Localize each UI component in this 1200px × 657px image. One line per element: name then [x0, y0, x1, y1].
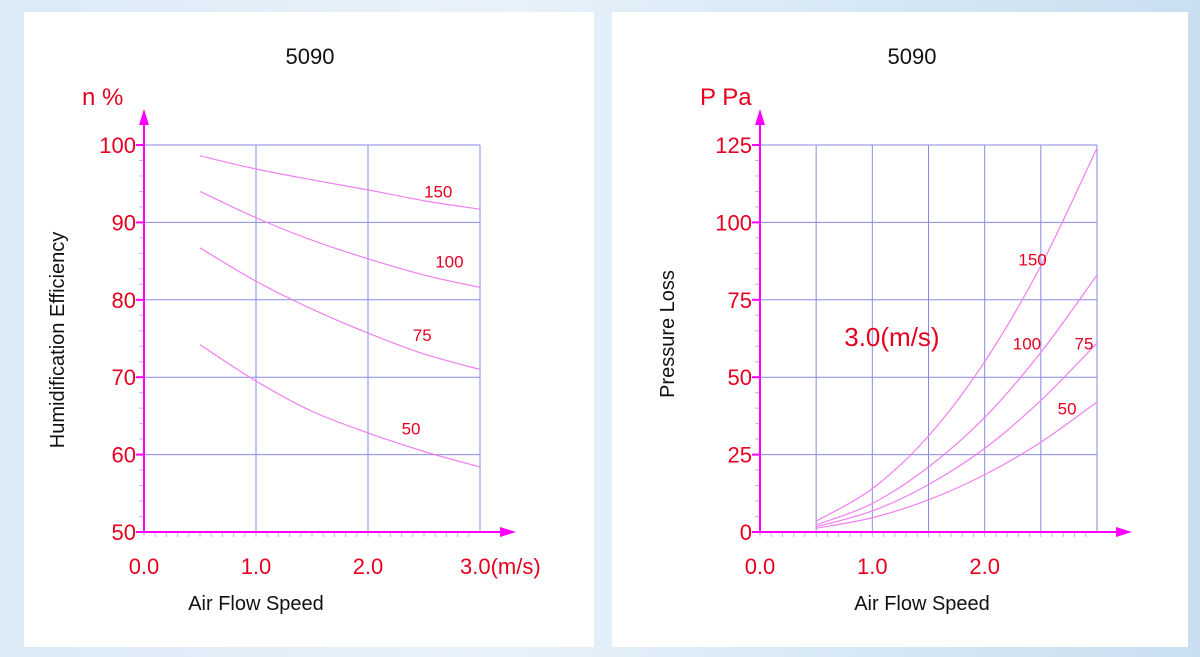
x-tick-label: 2.0	[969, 554, 1000, 579]
series-line-50	[199, 344, 481, 468]
series-label-50: 50	[1058, 399, 1077, 418]
x-tick-label: 0.0	[129, 554, 160, 579]
series-label-50: 50	[402, 419, 421, 438]
series-label-150: 150	[1018, 251, 1046, 270]
y-unit-label: P Pa	[700, 84, 752, 111]
y-tick-label: 50	[112, 520, 136, 545]
y-axis-arrow	[755, 109, 765, 125]
efficiency-chart: 5090 n % Air Flow Speed Humidification E…	[47, 44, 541, 615]
y-tick-label: 100	[715, 210, 752, 235]
y-tick-label: 80	[112, 288, 136, 313]
axes	[752, 109, 1132, 537]
y-tick-label: 90	[112, 210, 136, 235]
chart-title: 5090	[888, 44, 937, 69]
series-label-75: 75	[1075, 334, 1094, 353]
y-tick-label: 25	[728, 443, 752, 468]
pressure-chart: 5090 P Pa Air Flow Speed Pressure Loss 0…	[657, 44, 1132, 615]
series-label-100: 100	[435, 252, 463, 271]
y-tick-label: 125	[715, 133, 752, 158]
chart-title: 5090	[286, 44, 335, 69]
tick-labels: 0 25 50 75 100 125 0.0 1.0 2.0	[715, 133, 1000, 579]
series-line-50	[816, 401, 1098, 529]
series-curves	[815, 147, 1098, 529]
y-axis-label: Humidification Efficiency	[47, 232, 69, 448]
tick-labels: 50 60 70 80 90 100 0.0 1.0 2.0 3.0(m/s)	[99, 133, 540, 579]
chart-panel-efficiency: 5090 n % Air Flow Speed Humidification E…	[24, 12, 594, 647]
series-line-75	[816, 342, 1098, 528]
series-curves	[199, 155, 481, 468]
y-tick-label: 75	[728, 288, 752, 313]
x-tick-label: 0.0	[745, 554, 776, 579]
y-unit-label: n %	[82, 84, 123, 111]
series-label-150: 150	[424, 183, 452, 202]
series-labels: 150 100 75 50	[402, 183, 464, 439]
series-line-150	[815, 147, 1098, 522]
x-tick-label: 1.0	[857, 554, 888, 579]
x-tick-label: 3.0(m/s)	[460, 554, 541, 579]
y-tick-label: 100	[99, 133, 136, 158]
speed-annotation: 3.0(m/s)	[844, 322, 939, 352]
x-tick-label: 1.0	[241, 554, 272, 579]
x-tick-label: 2.0	[353, 554, 384, 579]
series-label-75: 75	[413, 326, 432, 345]
series-label-100: 100	[1013, 334, 1041, 353]
axes	[136, 109, 516, 537]
series-labels: 150 100 75 50	[1013, 251, 1094, 419]
series-line-100	[815, 274, 1098, 526]
series-line-150	[199, 155, 481, 210]
x-axis-label: Air Flow Speed	[188, 593, 324, 615]
y-tick-label: 60	[112, 443, 136, 468]
chart-panel-pressure: 5090 P Pa Air Flow Speed Pressure Loss 0…	[612, 12, 1188, 647]
y-axis-label: Pressure Loss	[657, 270, 679, 398]
x-axis-arrow	[1116, 527, 1132, 537]
x-axis-arrow	[500, 527, 516, 537]
series-line-75	[199, 247, 481, 371]
series-line-100	[199, 190, 481, 289]
y-tick-label: 0	[740, 520, 752, 545]
y-axis-arrow	[139, 109, 149, 125]
y-tick-label: 50	[728, 365, 752, 390]
y-tick-label: 70	[112, 365, 136, 390]
x-axis-label: Air Flow Speed	[854, 593, 990, 615]
